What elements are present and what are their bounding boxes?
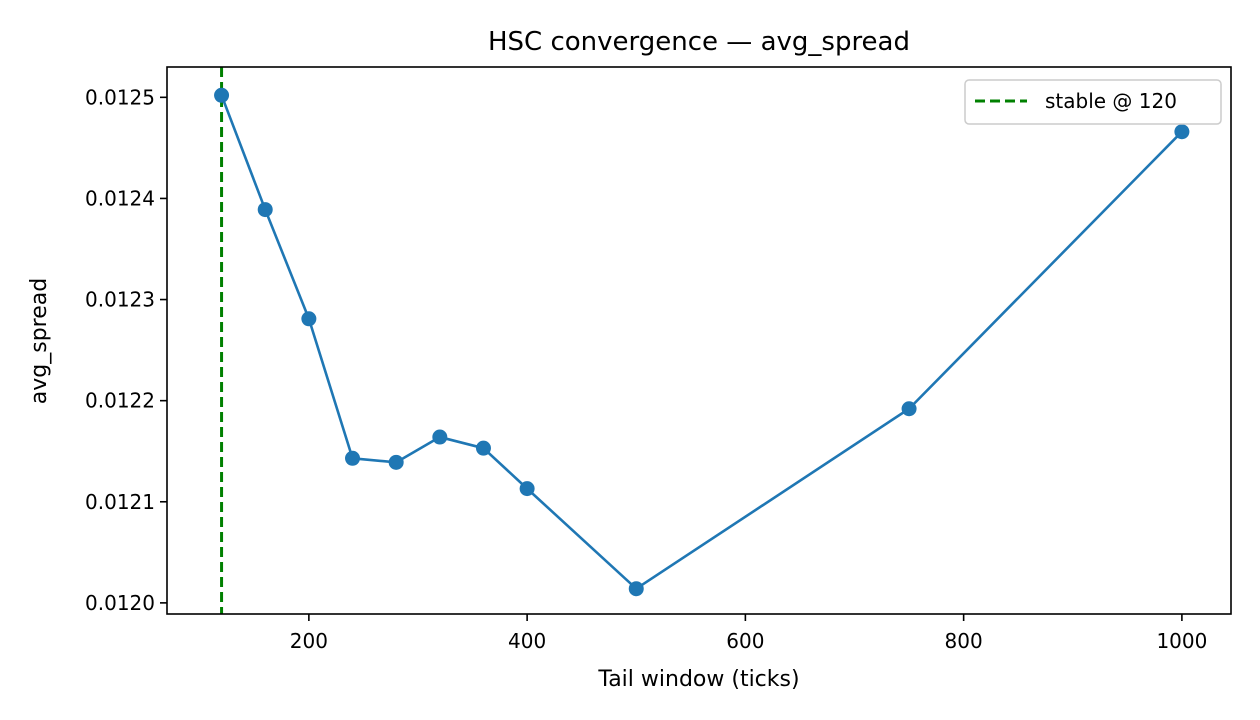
y-axis: 0.0120 0.0121 0.0122 0.0123 0.0124 0.0125 — [85, 85, 167, 615]
plot-frame — [166, 66, 1232, 615]
x-tick-label: 1000 — [1156, 629, 1207, 653]
data-point — [1174, 124, 1190, 140]
y-tick-label: 0.0124 — [85, 186, 155, 210]
legend-label: stable @ 120 — [1045, 89, 1177, 113]
x-axis-label: Tail window (ticks) — [597, 667, 799, 692]
y-tick-label: 0.0120 — [85, 591, 155, 615]
data-point — [345, 450, 361, 466]
data-point — [388, 454, 404, 470]
x-axis: 200 400 600 800 1000 — [290, 614, 1207, 653]
data-point — [432, 429, 448, 445]
y-tick-label: 0.0122 — [85, 389, 155, 413]
y-tick-label: 0.0123 — [85, 288, 155, 312]
data-point — [901, 401, 917, 417]
legend: stable @ 120 — [964, 79, 1222, 125]
y-axis-label: avg_spread — [27, 278, 52, 404]
x-tick-label: 200 — [290, 629, 328, 653]
data-point — [475, 440, 491, 456]
data-point — [214, 87, 230, 103]
plot-area — [214, 67, 1190, 614]
data-point — [519, 481, 535, 497]
legend-box — [964, 79, 1222, 125]
data-point — [257, 202, 273, 218]
chart-title: HSC convergence — avg_spread — [488, 27, 910, 57]
data-point — [628, 581, 644, 597]
y-tick-label: 0.0121 — [85, 490, 155, 514]
x-tick-label: 800 — [945, 629, 983, 653]
y-tick-label: 0.0125 — [85, 85, 155, 109]
x-tick-label: 600 — [726, 629, 764, 653]
data-point — [301, 311, 317, 327]
x-tick-label: 400 — [508, 629, 546, 653]
series-line-0 — [220, 94, 1183, 591]
